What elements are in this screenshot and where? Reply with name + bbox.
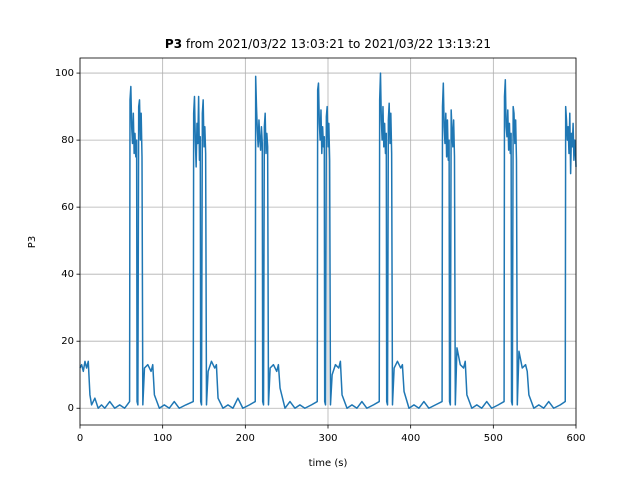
x-tick-label: 400 bbox=[401, 433, 420, 444]
x-axis-label: time (s) bbox=[309, 458, 348, 469]
x-tick-label: 0 bbox=[77, 433, 83, 444]
x-tick-label: 200 bbox=[236, 433, 255, 444]
y-tick-label: 20 bbox=[61, 336, 74, 347]
plot-frame bbox=[79, 57, 577, 426]
x-tick-label: 100 bbox=[153, 433, 172, 444]
data-line bbox=[79, 72, 577, 409]
y-tick-label: 40 bbox=[61, 269, 74, 280]
y-tick-label: 100 bbox=[55, 68, 74, 79]
x-tick-label: 500 bbox=[484, 433, 503, 444]
x-tick-label: 300 bbox=[318, 433, 337, 444]
title-range: from 2021/03/22 13:03:21 to 2021/03/22 1… bbox=[186, 37, 491, 51]
y-tick-label: 60 bbox=[61, 202, 74, 213]
y-axis-label: P3 bbox=[27, 236, 38, 248]
y-tick-label: 0 bbox=[68, 403, 74, 414]
title-name: P3 bbox=[165, 37, 182, 51]
y-tick-label: 80 bbox=[61, 135, 74, 146]
x-tick-label: 600 bbox=[566, 433, 585, 444]
chart-title: P3 from 2021/03/22 13:03:21 to 2021/03/2… bbox=[165, 37, 491, 51]
